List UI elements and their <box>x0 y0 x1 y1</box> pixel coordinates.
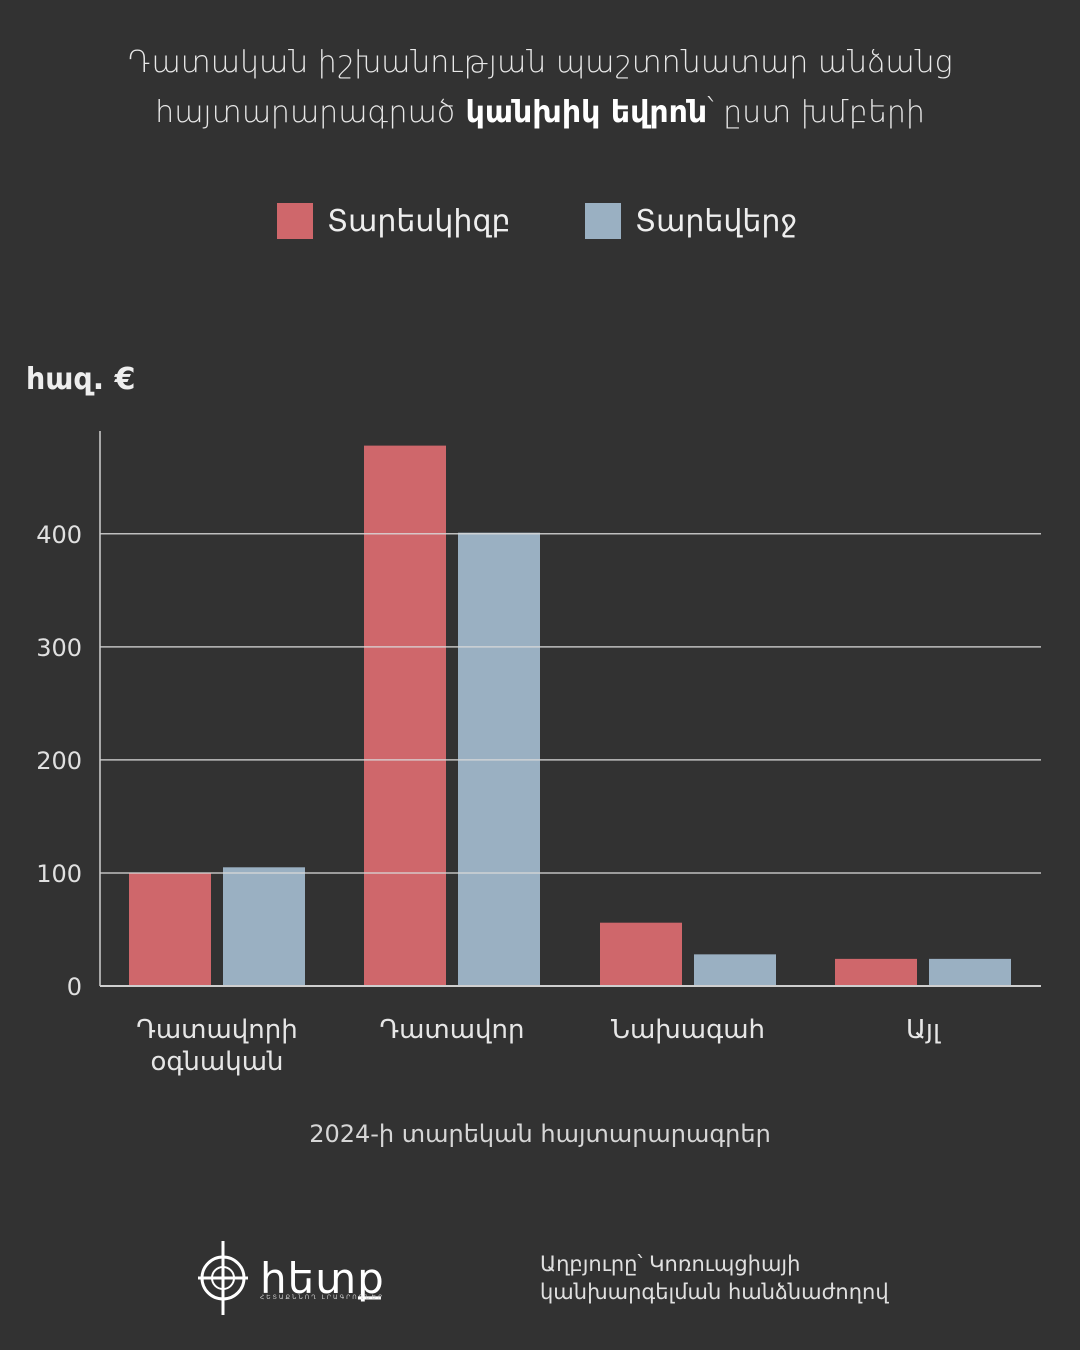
y-tick-label: 400 <box>36 521 82 549</box>
title-bold: կանխիկ եվրոն <box>465 95 708 130</box>
crosshair-icon <box>198 1241 248 1315</box>
legend-label-end: Տարեվերջ <box>635 203 798 239</box>
bar-start-3 <box>835 958 917 986</box>
axes <box>99 431 1041 987</box>
title-line-2: հայտարարագրած կանխիկ եվրոն՝ ըստ խմբերի <box>0 88 1080 138</box>
x-tick-label: Այլ <box>906 1015 941 1045</box>
x-tick-label: օգնական <box>150 1047 283 1077</box>
x-axis-label: 2024-ի տարեկան հայտարարագրեր <box>309 1120 771 1148</box>
bar-start-1 <box>364 445 446 987</box>
y-unit-label: հազ. € <box>26 362 136 397</box>
legend-swatch-start <box>277 203 313 239</box>
x-tick-label: Դատավորի <box>136 1015 297 1045</box>
chart-title: Դատական իշխանության պաշտոնատար անձանց հա… <box>0 38 1080 138</box>
legend-item-end: Տարեվերջ <box>585 198 797 244</box>
y-tick-label: 200 <box>36 747 82 775</box>
bars <box>129 445 1011 987</box>
y-tick-label: 0 <box>67 973 82 1001</box>
x-tick-label: Նախագահ <box>611 1015 765 1045</box>
source-note: Աղբյուրը՝ Կոռուպցիայի կանխարգելման հանձն… <box>540 1250 889 1306</box>
logo-name: հետք <box>260 1253 385 1303</box>
bar-start-0 <box>129 872 211 986</box>
title-line-1: Դատական իշխանության պաշտոնատար անձանց <box>127 45 953 80</box>
bar-start-2 <box>600 922 682 986</box>
legend-swatch-end <box>585 203 621 239</box>
logo-tagline: ՀԵՏԱՔՆՆՈՂ ԼՐԱԳՐՈՂՆԵՐ <box>260 1294 385 1301</box>
source-line-1: Աղբյուրը՝ Կոռուպցիայի <box>540 1252 801 1276</box>
bar-end-2 <box>694 954 776 986</box>
title-suffix: ՝ ըստ խմբերի <box>707 95 925 130</box>
source-line-2: կանխարգելման հանձնաժողով <box>540 1280 889 1304</box>
bar-end-3 <box>929 958 1011 986</box>
y-tick-label: 300 <box>36 634 82 662</box>
brand-logo: հետք ՀԵՏԱՔՆՆՈՂ ԼՐԱԳՐՈՂՆԵՐ <box>196 1238 385 1318</box>
bar-end-0 <box>223 867 305 986</box>
grid-lines <box>100 533 1041 874</box>
title-prefix: հայտարարագրած <box>155 95 457 130</box>
x-tick-label: Դատավոր <box>380 1015 525 1045</box>
legend-item-start: Տարեսկիզբ <box>277 198 511 244</box>
legend-label-start: Տարեսկիզբ <box>327 203 511 239</box>
legend: Տարեսկիզբ Տարեվերջ <box>0 198 1080 244</box>
y-tick-label: 100 <box>36 860 82 888</box>
